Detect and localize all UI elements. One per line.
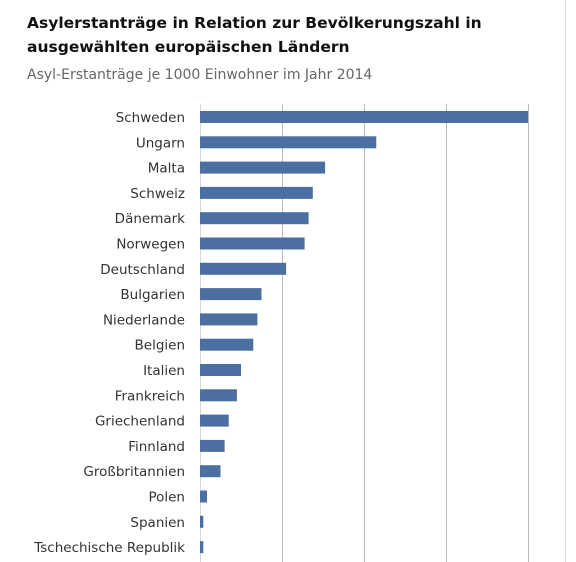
bar-15[interactable] <box>200 490 207 503</box>
bar-1[interactable] <box>200 136 377 149</box>
bar-7[interactable] <box>200 288 262 301</box>
bar-14[interactable] <box>200 465 221 478</box>
category-label-10: Italien <box>143 363 185 379</box>
bar-17[interactable] <box>200 541 204 554</box>
category-label-11: Frankreich <box>115 388 185 404</box>
category-label-9: Belgien <box>135 338 186 354</box>
category-label-12: Griechenland <box>95 414 185 430</box>
category-label-17: Tschechische Republik <box>33 540 185 556</box>
panel-edge-divider <box>565 0 566 562</box>
bar-10[interactable] <box>200 364 241 376</box>
bar-11[interactable] <box>200 389 237 402</box>
bar-9[interactable] <box>200 338 254 351</box>
bar-16[interactable] <box>200 515 204 528</box>
category-label-5: Norwegen <box>116 237 185 253</box>
bar-6[interactable] <box>200 262 287 275</box>
category-label-2: Malta <box>148 161 185 177</box>
category-label-0: Schweden <box>116 110 185 126</box>
grid-layer <box>200 104 529 562</box>
category-label-layer: Schweden Ungarn Malta Schweiz Dänemark Norweg… <box>33 110 185 556</box>
bar-12[interactable] <box>200 414 229 427</box>
category-label-14: Großbritannien <box>83 464 185 480</box>
bar-8[interactable] <box>200 313 258 326</box>
bar-4[interactable] <box>200 212 309 225</box>
category-label-16: Spanien <box>130 515 185 531</box>
category-label-15: Polen <box>148 490 185 506</box>
category-label-8: Niederlande <box>103 312 185 328</box>
chart-title: Asylerstanträge in Relation zur Bevölker… <box>27 14 482 56</box>
category-label-3: Schweiz <box>130 186 185 202</box>
category-label-7: Bulgarien <box>120 287 185 303</box>
category-label-1: Ungarn <box>136 135 185 151</box>
bar-2[interactable] <box>200 161 326 174</box>
bar-layer <box>200 111 528 554</box>
category-label-4: Dänemark <box>115 211 186 227</box>
chart-subtitle: Asyl-Erstanträge je 1000 Einwohner im Ja… <box>27 67 373 83</box>
bar-3[interactable] <box>200 186 313 199</box>
category-label-6: Deutschland <box>100 262 185 278</box>
bar-5[interactable] <box>200 237 305 250</box>
bar-13[interactable] <box>200 439 225 452</box>
category-label-13: Finnland <box>128 439 185 455</box>
bar-0[interactable] <box>200 111 528 123</box>
